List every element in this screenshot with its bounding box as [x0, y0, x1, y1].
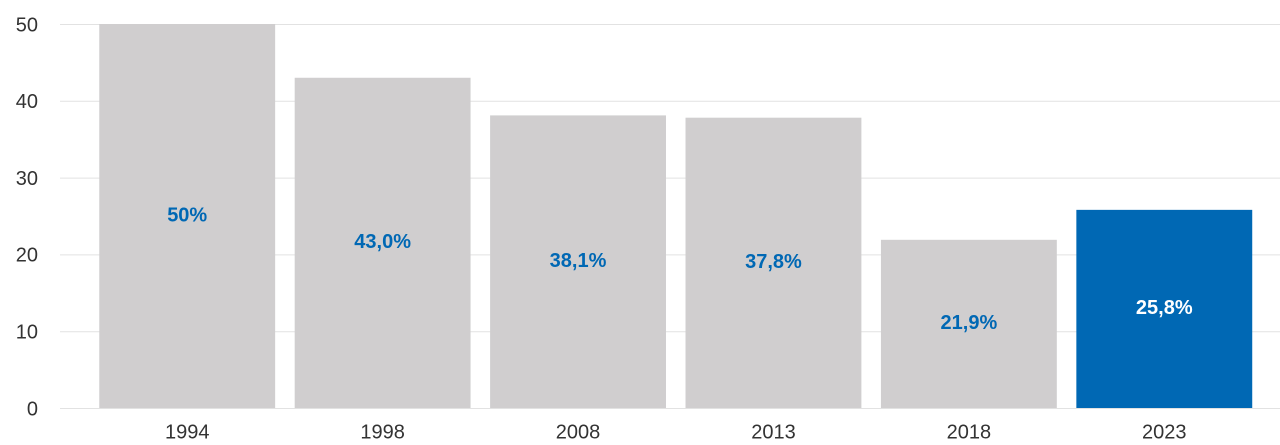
x-tick-label: 2018	[947, 421, 992, 443]
y-tick-label: 40	[16, 91, 38, 113]
y-tick-label: 20	[16, 245, 38, 267]
value-label: 38,1%	[550, 250, 607, 272]
x-tick-label: 2023	[1142, 421, 1187, 443]
value-label: 50%	[167, 204, 207, 226]
bar	[99, 24, 276, 408]
value-label: 21,9%	[941, 312, 998, 334]
bar	[490, 115, 666, 408]
value-label: 25,8%	[1136, 297, 1193, 319]
bar	[880, 239, 1057, 408]
bar	[685, 117, 862, 409]
bar	[294, 77, 471, 408]
x-tick-label: 2008	[556, 421, 601, 443]
x-tick-label: 1994	[165, 421, 210, 443]
value-label: 43,0%	[354, 231, 411, 253]
y-tick-label: 0	[27, 398, 38, 420]
bar	[1076, 209, 1253, 408]
x-tick-label: 1998	[360, 421, 405, 443]
y-tick-label: 30	[16, 168, 38, 190]
value-label: 37,8%	[745, 251, 802, 273]
y-tick-label: 10	[16, 321, 38, 343]
x-tick-label: 2013	[751, 421, 796, 443]
y-tick-label: 50	[16, 14, 38, 36]
